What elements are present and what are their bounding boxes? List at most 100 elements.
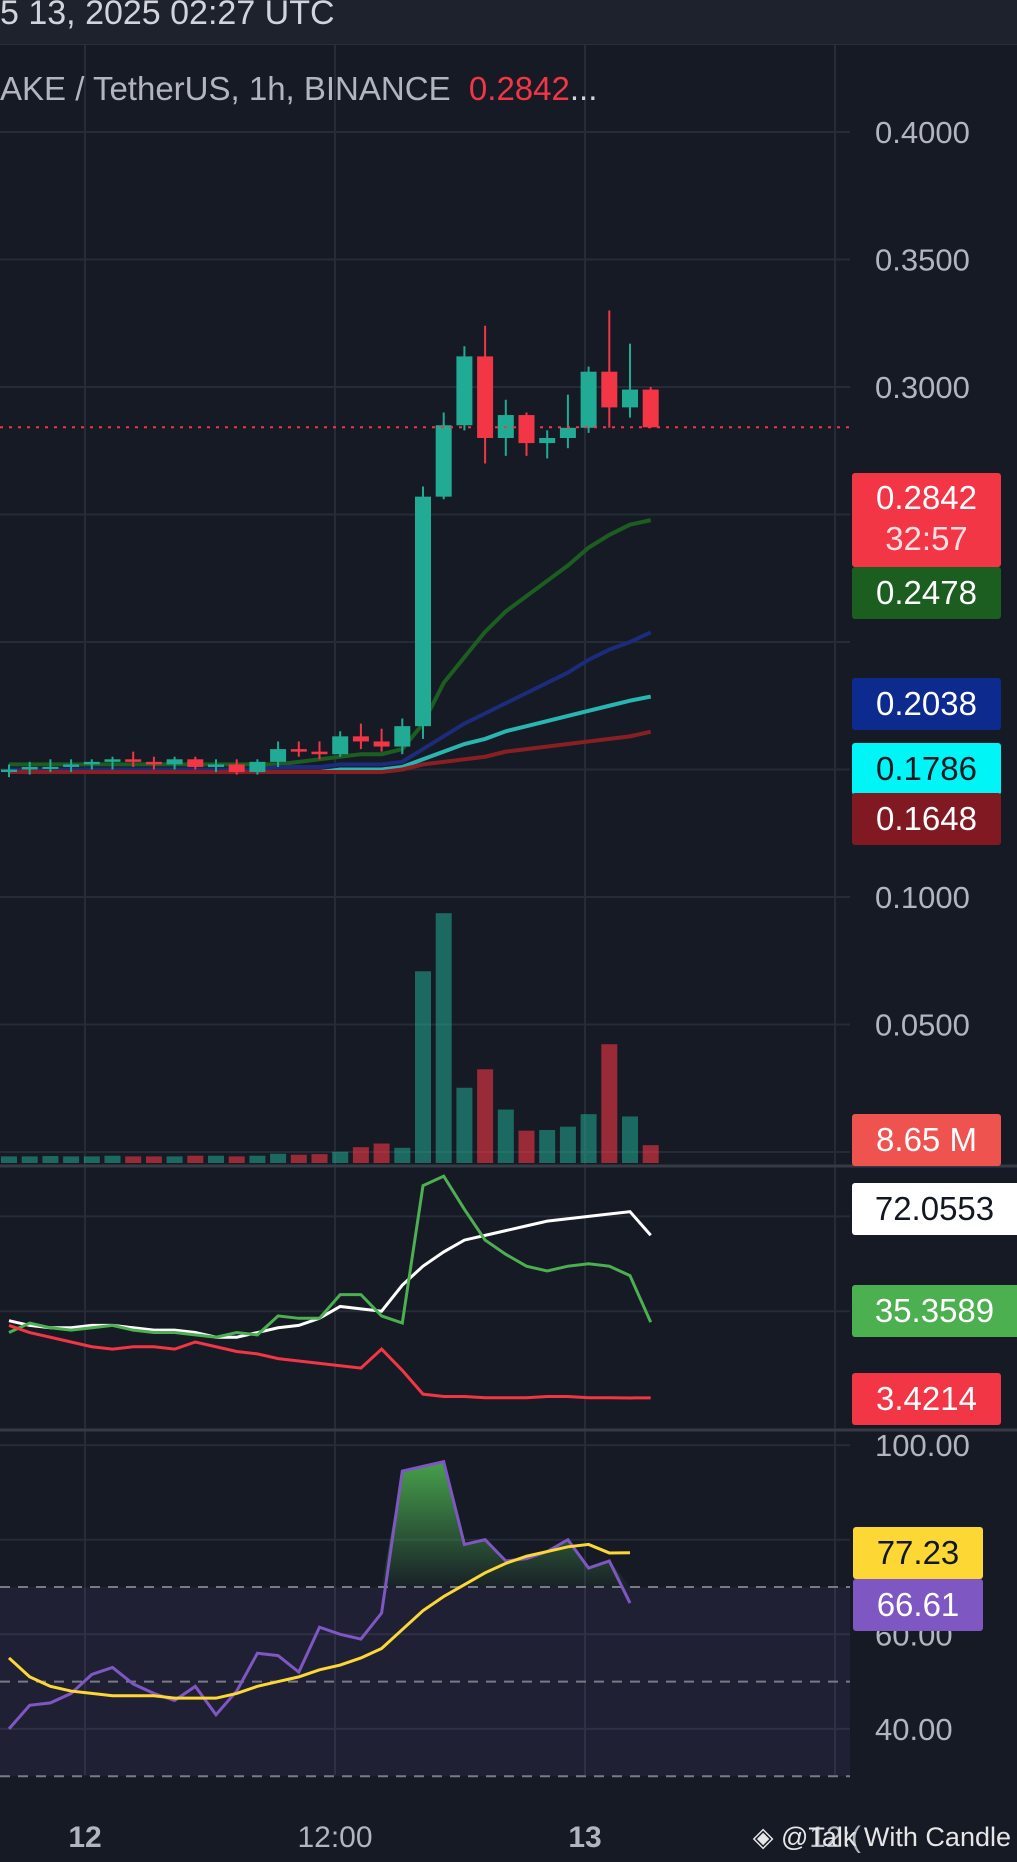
candle-body [394, 726, 411, 747]
volume-bar [601, 1044, 618, 1163]
volume-bar [332, 1151, 349, 1163]
candle-body [332, 736, 349, 755]
time-axis-label: 12:( [809, 1821, 861, 1854]
last-price-badge: 0.2842 32:57 [852, 473, 1001, 567]
volume-bar [559, 1126, 576, 1163]
candle-body [622, 389, 638, 408]
volume-bar [373, 1143, 390, 1163]
volume-bar [394, 1147, 411, 1163]
volume-bar [145, 1156, 162, 1163]
candle-body [518, 415, 535, 444]
volume-bar [125, 1156, 142, 1163]
legend-price: 0.2842 [468, 70, 570, 107]
candle-body [580, 371, 597, 428]
candle-body [125, 759, 142, 762]
volume-bar [622, 1116, 638, 1163]
dmi-line-plus_di [8, 1174, 653, 1339]
candle-body [145, 761, 162, 765]
volume-bar [63, 1156, 80, 1163]
time-axis-label: 12:00 [297, 1821, 372, 1854]
time-axis-label: 13 [568, 1821, 601, 1854]
rsi-axis-label: 100.00 [875, 1428, 970, 1463]
volume-bar [311, 1154, 328, 1163]
candle-body [415, 496, 431, 727]
volume-bar [166, 1156, 183, 1163]
volume-bar [435, 913, 452, 1163]
volume-bar [83, 1156, 100, 1163]
binance-logo-icon: ◈ [752, 1822, 774, 1852]
volume-bar [456, 1087, 473, 1163]
rsi-axis-label: 40.00 [875, 1712, 953, 1747]
ma1-badge: 0.2478 [852, 567, 1001, 619]
volume-bar [187, 1155, 204, 1163]
candle-body [228, 764, 245, 773]
timestamp-bar: 5 13, 2025 02:27 UTC [0, 0, 1017, 45]
price-axis-label: 0.4000 [875, 115, 970, 150]
rsi-overbought-fill [381, 1461, 630, 1587]
ma4-badge: 0.1648 [852, 793, 1001, 845]
candle-body [104, 759, 121, 762]
volume-bar [208, 1155, 224, 1163]
candle-body [352, 736, 369, 742]
candle-body [642, 389, 659, 428]
volume-bar [21, 1156, 38, 1163]
volume-bar [270, 1153, 287, 1163]
volume-bar [1, 1156, 17, 1163]
price-axis-label: 0.0500 [875, 1008, 970, 1043]
moving-average-line [9, 729, 652, 775]
candle-body [477, 356, 494, 438]
candle-body [456, 356, 473, 426]
candle-body [601, 371, 618, 408]
dmi-line-minus_di [8, 1324, 651, 1400]
volume-bar [415, 971, 431, 1163]
ma3-badge: 0.1786 [852, 743, 1001, 795]
countdown-value: 32:57 [885, 520, 968, 557]
moving-average-line [9, 518, 652, 767]
candle-body [539, 438, 556, 444]
symbol-info: AKE / TetherUS, 1h, BINANCE [0, 70, 451, 107]
candle-body [83, 761, 100, 765]
symbol-legend[interactable]: AKE / TetherUS, 1h, BINANCE 0.2842... [0, 70, 597, 108]
candle-body [311, 751, 328, 755]
volume-bar [580, 1114, 597, 1163]
candle-body [63, 764, 80, 767]
adx-badge: 72.0553 [852, 1183, 1017, 1235]
candle-body [187, 759, 204, 767]
price-axis-label: 0.1000 [875, 880, 970, 915]
candle-body [290, 749, 307, 752]
candle-body [42, 766, 59, 769]
plus-di-badge: 35.3589 [852, 1285, 1017, 1337]
price-axis-label: 0.3000 [875, 370, 970, 405]
volume-bar [539, 1130, 556, 1163]
volume-bar [228, 1156, 245, 1163]
candle-body [208, 764, 224, 767]
rsi-badge: 66.61 [853, 1579, 983, 1631]
candle-body [373, 741, 390, 747]
volume-bar [42, 1156, 59, 1163]
volume-bar [497, 1109, 514, 1163]
candle-body [559, 427, 576, 438]
volume-bar [518, 1130, 535, 1163]
minus-di-badge: 3.4214 [852, 1373, 1001, 1425]
time-axis-label: 12 [68, 1821, 101, 1854]
candle-body [435, 425, 452, 497]
volume-bar [249, 1155, 266, 1163]
legend-more[interactable]: ... [569, 70, 598, 107]
dmi-line-adx [8, 1210, 652, 1339]
candle-body [1, 769, 17, 773]
rsi-line-rsi [7, 1459, 632, 1730]
volume-bar [477, 1069, 494, 1163]
candle-body [21, 766, 38, 770]
last-price-value: 0.2842 [876, 479, 977, 516]
price-axis-label: 0.3500 [875, 243, 970, 278]
volume-bar [642, 1145, 659, 1163]
volume-badge: 8.65 M [852, 1114, 1001, 1166]
volume-bar [290, 1154, 307, 1163]
candle-body [270, 749, 287, 762]
rsi-ma-badge: 77.23 [853, 1527, 983, 1579]
watermark-text: @Talk With Candle [781, 1822, 1011, 1852]
moving-average-line [9, 630, 652, 772]
ma2-badge: 0.2038 [852, 678, 1001, 730]
